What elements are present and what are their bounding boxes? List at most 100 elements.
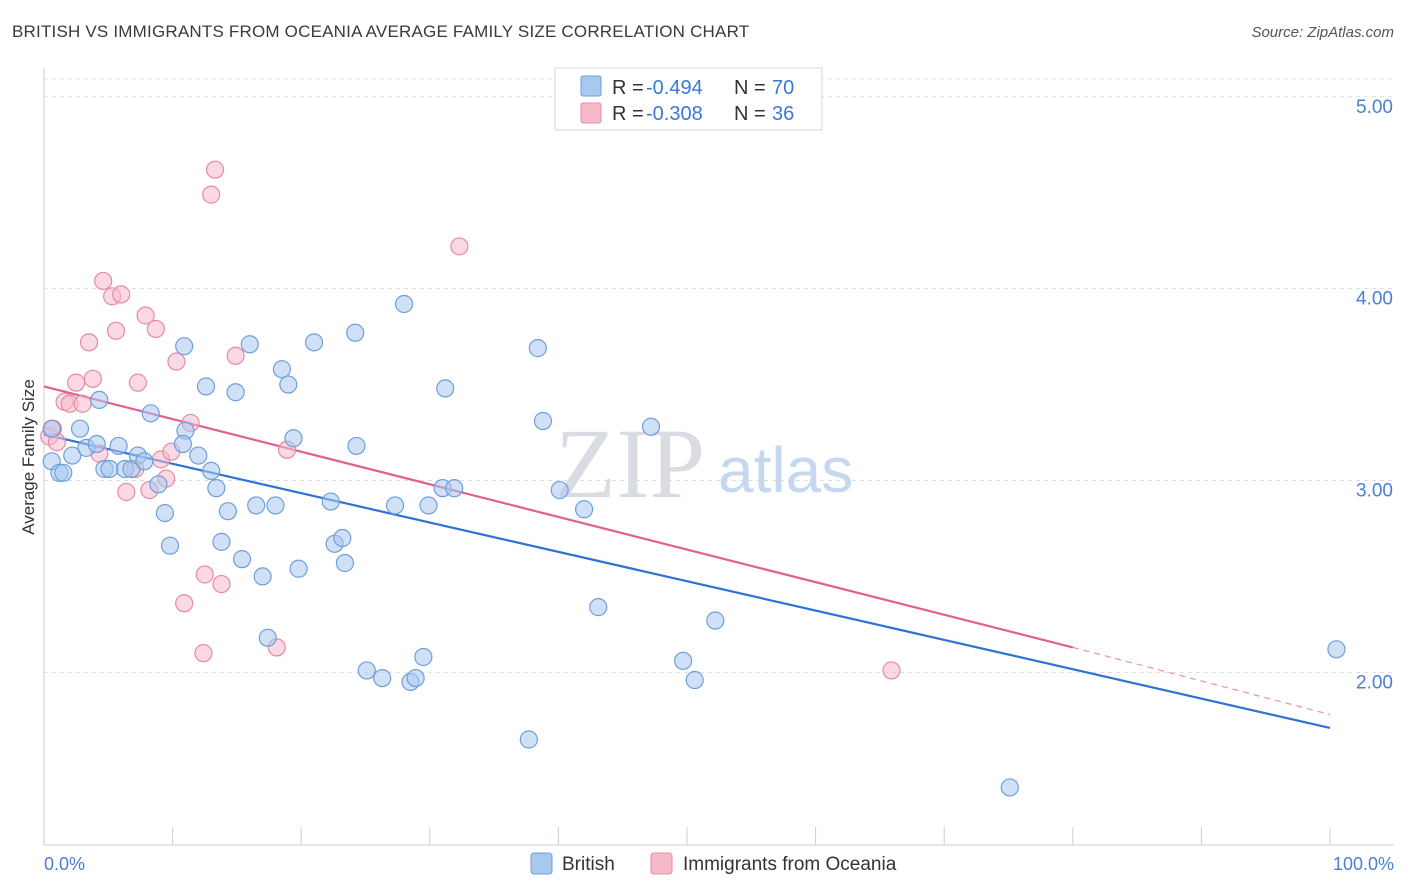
legend-n-value-british: 70 [772,77,794,99]
bottom-legend-swatch-oceania [650,852,673,875]
oceania-point [128,373,147,392]
british-point [289,559,308,578]
british-point [674,651,693,670]
british-point [373,668,392,688]
oceania-point [195,565,214,584]
british-point [42,419,61,438]
british-point [550,480,569,500]
british-point [218,502,237,521]
british-point [70,419,90,438]
british-point [284,429,303,448]
oceania-point [73,394,92,413]
chart-title: BRITISH VS IMMIGRANTS FROM OCEANIA AVERA… [12,22,750,41]
british-point [406,668,425,688]
british-point [706,611,725,630]
oceania-point [67,373,86,392]
oceania-point [106,321,126,340]
british-point [589,598,608,617]
british-point [1000,778,1019,797]
british-point [394,294,414,314]
oceania-point [202,185,221,204]
y-tick-label: 2.00 [1356,672,1393,693]
british-point [436,379,455,398]
oceania-point [79,333,99,352]
british-point [212,532,231,551]
british-point [333,528,352,548]
legend-r-label-british: R = [612,77,644,99]
oceania-point [205,160,225,179]
legend-r-value-oceania: -0.308 [646,103,703,125]
oceania-trend-extension [1072,646,1331,716]
british-point [202,461,221,480]
british-point [173,434,192,454]
british-point [414,647,433,667]
british-point [160,536,180,555]
legend-r-label-oceania: R = [612,103,644,125]
oceania-point [882,661,901,680]
watermark-zip: ZIP [555,408,705,519]
british-point [279,375,298,394]
british-point [226,383,245,402]
trend-lines [43,385,1331,730]
british-point [385,496,405,515]
british-point [347,436,366,456]
british-point [207,479,226,498]
british-point [189,446,208,465]
british-point [641,417,661,436]
british-point [247,496,266,515]
oceania-point [194,644,213,663]
british-point [196,377,216,396]
bottom-legend-label-british: British [562,854,615,875]
y-tick-label: 4.00 [1356,289,1393,310]
british-point [357,661,376,680]
british-point [304,333,324,352]
british-point [272,360,292,379]
oceania-point [450,237,469,256]
british-point [87,434,106,454]
british-point [90,390,109,410]
oceania-point [94,271,113,291]
british-point [445,479,464,498]
oceania-point [112,285,131,304]
legend-n-value-oceania: 36 [772,103,794,125]
british-point [63,446,82,465]
legend-n-label-oceania: N = [734,103,766,125]
bottom-legend-swatch-british [530,852,553,875]
british-point [100,459,119,479]
oceania-point [83,369,102,388]
british-point [321,492,340,511]
oceania-point [212,574,231,594]
chart-source: Source: ZipAtlas.com [1251,24,1394,41]
oceania-point [175,594,194,613]
british-point [528,339,547,358]
british-point [258,628,277,647]
y-tick-label: 3.00 [1356,480,1393,501]
british-point [54,463,73,482]
x-tick-label-min: 0.0% [44,854,85,874]
x-ticks [43,827,1331,845]
british-point [253,567,272,586]
british-point [419,496,438,515]
y-axis-title: Average Family Size [19,379,38,535]
watermark-atlas: atlas [718,434,853,506]
british-point [109,436,128,456]
legend-swatch-oceania [580,102,602,124]
oceania-trend-line [43,385,1074,649]
british-point [141,404,160,423]
oceania-point [136,306,155,325]
british-point [232,550,252,569]
british-points [42,294,1346,797]
british-point [575,500,594,519]
british-point [240,335,259,354]
legend-n-label-british: N = [734,77,766,99]
legend-r-value-british: -0.494 [646,77,703,99]
x-tick-label-max: 100.0% [1333,854,1394,874]
bottom-legend-label-oceania: Immigrants from Oceania [683,854,897,875]
grid-lines [44,78,1394,673]
oceania-point [117,482,136,502]
british-point [175,337,194,356]
oceania-point [146,319,165,339]
british-point [149,475,168,494]
british-point [346,323,365,342]
